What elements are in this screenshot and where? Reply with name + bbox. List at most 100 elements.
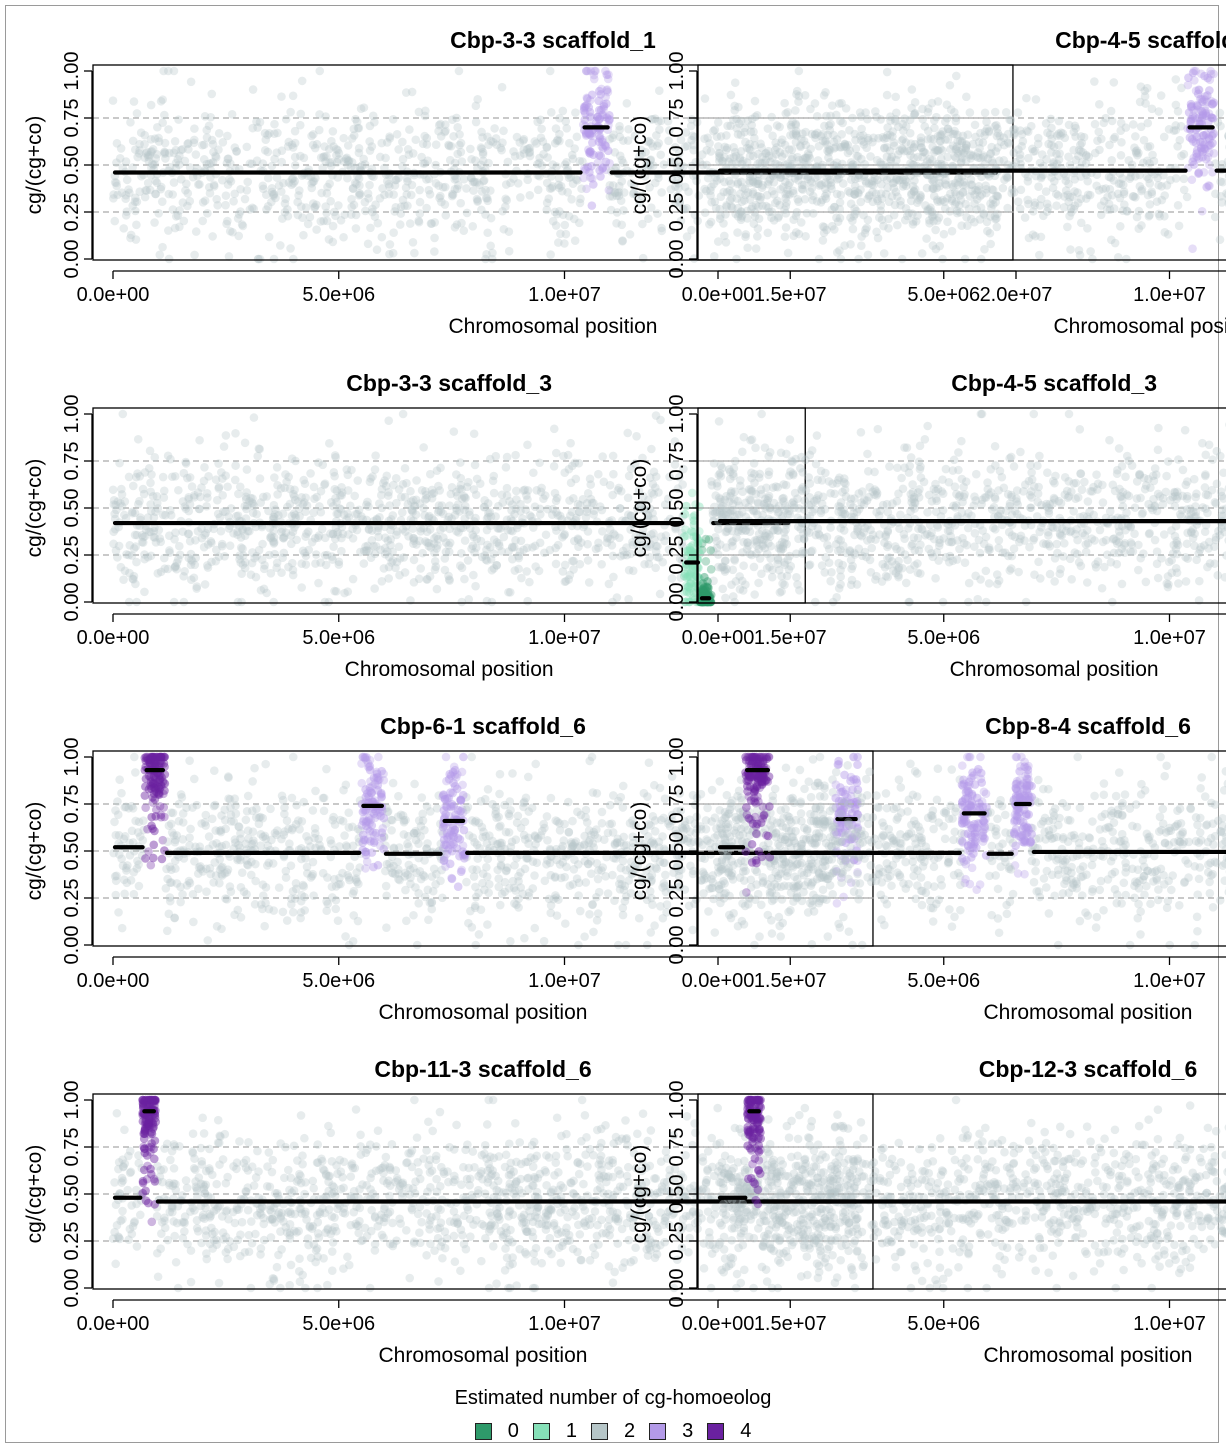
data-point bbox=[280, 199, 290, 208]
data-point bbox=[394, 145, 403, 154]
x-tick-label: 1.5e+07 bbox=[754, 627, 827, 649]
data-point bbox=[703, 133, 713, 143]
data-point bbox=[700, 134, 709, 143]
data-point bbox=[680, 142, 690, 152]
data-point bbox=[698, 150, 707, 159]
data-point bbox=[829, 225, 839, 234]
data-point bbox=[568, 154, 578, 164]
data-point bbox=[406, 190, 416, 200]
data-point bbox=[169, 148, 179, 158]
data-point bbox=[850, 190, 860, 199]
data-point bbox=[588, 138, 597, 147]
data-point bbox=[1099, 196, 1109, 206]
data-point bbox=[349, 124, 359, 134]
data-point bbox=[771, 159, 780, 169]
data-point bbox=[281, 114, 291, 124]
data-point bbox=[1216, 177, 1225, 186]
data-point bbox=[175, 206, 184, 215]
data-point bbox=[653, 209, 662, 218]
data-point bbox=[1054, 140, 1064, 150]
data-point bbox=[875, 506, 885, 516]
data-point bbox=[651, 547, 661, 556]
data-point bbox=[712, 536, 721, 546]
data-point bbox=[808, 209, 818, 218]
data-point bbox=[573, 535, 583, 544]
data-point bbox=[221, 191, 231, 200]
data-point bbox=[185, 196, 195, 206]
data-point bbox=[119, 575, 128, 584]
data-point bbox=[151, 154, 161, 163]
data-point bbox=[516, 193, 525, 202]
data-point bbox=[540, 548, 549, 558]
data-point bbox=[109, 194, 118, 203]
panel-title: Cbp-4-5 scaffold_3 bbox=[951, 370, 1157, 396]
data-point bbox=[258, 159, 268, 168]
data-point bbox=[773, 196, 782, 206]
data-point bbox=[450, 222, 460, 232]
data-point bbox=[876, 189, 886, 198]
data-point bbox=[254, 254, 263, 264]
data-point bbox=[1144, 211, 1154, 221]
data-point bbox=[236, 558, 245, 567]
data-point bbox=[901, 578, 911, 588]
data-point bbox=[509, 147, 518, 156]
data-point bbox=[675, 197, 685, 206]
data-point bbox=[1171, 75, 1181, 84]
data-point bbox=[796, 142, 805, 152]
data-point bbox=[1159, 132, 1169, 142]
data-point bbox=[263, 130, 272, 140]
data-point bbox=[776, 185, 785, 194]
data-point bbox=[320, 142, 329, 151]
data-point bbox=[410, 248, 419, 258]
data-point bbox=[856, 136, 866, 145]
data-point bbox=[288, 91, 298, 101]
data-point bbox=[497, 490, 507, 500]
data-point bbox=[504, 227, 514, 236]
data-point bbox=[248, 85, 258, 94]
data-point bbox=[200, 462, 209, 472]
data-point bbox=[419, 443, 428, 452]
data-point bbox=[389, 480, 398, 490]
data-point bbox=[781, 209, 791, 218]
data-point bbox=[907, 190, 916, 200]
data-point bbox=[328, 127, 338, 136]
data-point bbox=[256, 498, 266, 507]
data-point bbox=[608, 551, 618, 561]
data-point bbox=[552, 136, 562, 146]
data-point bbox=[765, 175, 775, 184]
data-point bbox=[896, 510, 905, 520]
data-point bbox=[571, 108, 580, 117]
data-point bbox=[202, 133, 212, 142]
data-point bbox=[826, 119, 835, 129]
data-point bbox=[700, 208, 710, 218]
data-point bbox=[1013, 108, 1023, 117]
data-point bbox=[645, 183, 654, 192]
data-point bbox=[486, 512, 496, 522]
data-point bbox=[501, 180, 511, 189]
data-point bbox=[850, 129, 860, 139]
data-point bbox=[635, 152, 644, 161]
data-point bbox=[214, 129, 224, 138]
data-point bbox=[760, 443, 770, 452]
data-point bbox=[225, 541, 235, 551]
data-point bbox=[647, 444, 656, 454]
data-point bbox=[354, 123, 364, 133]
data-point bbox=[264, 129, 274, 138]
data-point bbox=[377, 232, 387, 242]
data-point bbox=[407, 506, 417, 516]
data-point bbox=[583, 539, 592, 549]
data-point bbox=[245, 205, 255, 214]
data-point bbox=[800, 90, 810, 100]
data-point bbox=[794, 66, 804, 76]
data-point bbox=[184, 494, 193, 504]
data-point bbox=[936, 144, 945, 154]
data-point bbox=[569, 493, 578, 503]
data-point bbox=[258, 181, 268, 191]
data-point bbox=[1179, 149, 1189, 159]
data-point bbox=[326, 196, 335, 206]
data-point bbox=[169, 66, 179, 76]
data-point bbox=[148, 160, 158, 170]
data-point bbox=[749, 219, 759, 229]
data-point bbox=[131, 206, 140, 216]
data-point bbox=[966, 154, 975, 163]
